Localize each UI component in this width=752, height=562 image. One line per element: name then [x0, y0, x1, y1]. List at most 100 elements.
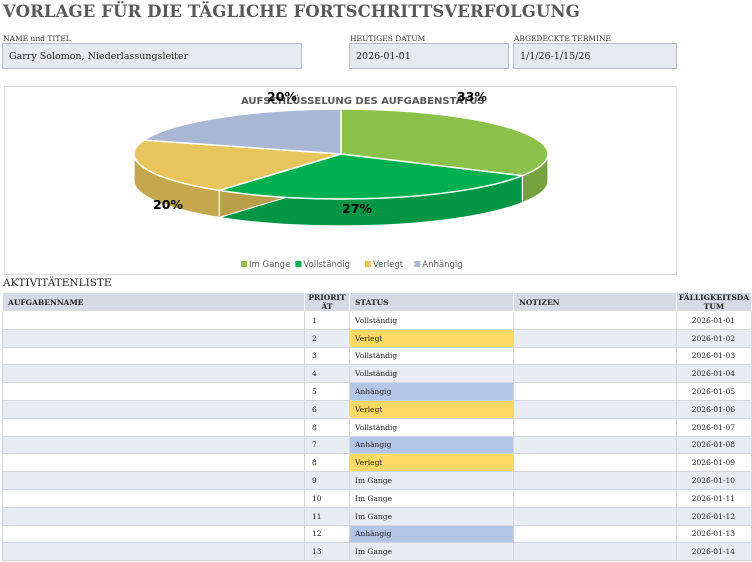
- task-name-cell[interactable]: [2, 364, 305, 384]
- col-header-name[interactable]: AUFGABENNAME: [2, 292, 305, 312]
- table-row: 12 Anhängig 2026-01-13: [2, 524, 752, 544]
- legend-label[interactable]: Verlegt: [373, 260, 404, 270]
- due-date-cell[interactable]: 2026-01-03: [676, 346, 752, 366]
- task-name-cell[interactable]: [2, 453, 305, 473]
- priority-cell[interactable]: 5: [304, 382, 350, 401]
- status-cell[interactable]: Vollständig: [349, 417, 514, 437]
- due-date-cell[interactable]: 2026-01-14: [676, 542, 752, 562]
- task-name-cell[interactable]: [2, 346, 305, 366]
- priority-cell[interactable]: 6: [304, 399, 350, 419]
- col-header-due[interactable]: FÄLLIGKEITSDATUM: [676, 292, 752, 312]
- notes-cell[interactable]: [513, 364, 677, 384]
- status-cell[interactable]: Anhängig: [349, 382, 514, 401]
- due-date-cell[interactable]: 2026-01-01: [676, 311, 752, 330]
- notes-cell[interactable]: [513, 417, 677, 437]
- priority-cell[interactable]: 11: [304, 506, 350, 526]
- priority-cell[interactable]: 10: [304, 488, 350, 508]
- priority-cell[interactable]: 13: [304, 542, 350, 562]
- table-row: 1 Vollständig 2026-01-01: [2, 311, 752, 330]
- status-cell[interactable]: Im Gange: [349, 471, 514, 490]
- due-date-cell[interactable]: 2026-01-07: [676, 417, 752, 437]
- due-date-cell[interactable]: 2026-01-04: [676, 364, 752, 384]
- notes-cell[interactable]: [513, 382, 677, 401]
- pie-tops: [133, 108, 549, 200]
- due-date-cell[interactable]: 2026-01-12: [676, 506, 752, 526]
- pie-slice-verlegt[interactable]: [133, 139, 342, 192]
- status-cell[interactable]: Verlegt: [349, 399, 514, 419]
- data-label-verlegt: 20%: [153, 197, 183, 212]
- priority-cell[interactable]: 7: [304, 435, 350, 455]
- notes-cell[interactable]: [513, 471, 677, 490]
- status-cell[interactable]: Verlegt: [349, 453, 514, 473]
- pie-slice-vollstndig[interactable]: [219, 153, 523, 200]
- col-header-status[interactable]: STATUS: [349, 292, 514, 312]
- range-field[interactable]: 1/1/26-1/15/26: [513, 43, 677, 69]
- due-date-cell[interactable]: 2026-01-13: [676, 524, 752, 544]
- table-row: 4 Vollständig 2026-01-04: [2, 364, 752, 384]
- pie-slice-anhngig[interactable]: [141, 108, 342, 155]
- notes-cell[interactable]: [513, 506, 677, 526]
- status-cell[interactable]: Vollständig: [349, 346, 514, 366]
- priority-cell[interactable]: 12: [304, 524, 350, 544]
- pie-slice-imgange[interactable]: [340, 108, 549, 177]
- task-name-cell[interactable]: [2, 488, 305, 508]
- notes-cell[interactable]: [513, 311, 677, 330]
- name-field[interactable]: Garry Solomon, Niederlassungsleiter: [2, 43, 302, 69]
- task-name-cell[interactable]: [2, 417, 305, 437]
- due-date-cell[interactable]: 2026-01-02: [676, 328, 752, 348]
- due-date-cell[interactable]: 2026-01-06: [676, 399, 752, 419]
- status-cell[interactable]: Verlegt: [349, 328, 514, 348]
- priority-cell[interactable]: 4: [304, 364, 350, 384]
- table-row: 2 Verlegt 2026-01-02: [2, 328, 752, 348]
- priority-cell[interactable]: 1: [304, 311, 350, 330]
- status-cell[interactable]: Anhängig: [349, 435, 514, 455]
- priority-cell[interactable]: 9: [304, 471, 350, 490]
- task-name-cell[interactable]: [2, 311, 305, 330]
- task-name-cell[interactable]: [2, 328, 305, 348]
- notes-cell[interactable]: [513, 453, 677, 473]
- legend-label[interactable]: Vollständig: [303, 260, 350, 270]
- task-name-cell[interactable]: [2, 506, 305, 526]
- status-cell[interactable]: Im Gange: [349, 488, 514, 508]
- priority-cell[interactable]: 8: [304, 417, 350, 437]
- due-date-cell[interactable]: 2026-01-09: [676, 453, 752, 473]
- date-field[interactable]: 2026-01-01: [349, 43, 509, 69]
- table-row: 10 Im Gange 2026-01-11: [2, 488, 752, 508]
- task-name-cell[interactable]: [2, 435, 305, 455]
- col-header-priority[interactable]: PRIORITÄT: [304, 292, 350, 312]
- priority-cell[interactable]: 3: [304, 346, 350, 366]
- task-name-cell[interactable]: [2, 399, 305, 419]
- due-date-cell[interactable]: 2026-01-08: [676, 435, 752, 455]
- notes-cell[interactable]: [513, 542, 677, 562]
- priority-cell[interactable]: 2: [304, 328, 350, 348]
- notes-cell[interactable]: [513, 435, 677, 455]
- notes-cell[interactable]: [513, 346, 677, 366]
- due-date-cell[interactable]: 2026-01-11: [676, 488, 752, 508]
- task-name-cell[interactable]: [2, 382, 305, 401]
- legend-label[interactable]: Anhängig: [422, 260, 462, 270]
- status-cell[interactable]: Anhängig: [349, 524, 514, 544]
- notes-cell[interactable]: [513, 488, 677, 508]
- col-header-notes[interactable]: NOTIZEN: [513, 292, 677, 312]
- notes-cell[interactable]: [513, 399, 677, 419]
- task-name-cell[interactable]: [2, 471, 305, 490]
- table-row: 8 Verlegt 2026-01-09: [2, 453, 752, 473]
- notes-cell[interactable]: [513, 524, 677, 544]
- status-pie-chart[interactable]: AUFSCHLÜSSELUNG DES AUFGABENSTATUS 33% 27%…: [4, 86, 677, 275]
- legend-label[interactable]: Im Gange: [249, 260, 290, 270]
- status-cell[interactable]: Vollständig: [349, 311, 514, 330]
- notes-cell[interactable]: [513, 328, 677, 348]
- table-row: 8 Vollständig 2026-01-07: [2, 417, 752, 437]
- due-date-cell[interactable]: 2026-01-10: [676, 471, 752, 490]
- task-name-cell[interactable]: [2, 542, 305, 562]
- due-date-cell[interactable]: 2026-01-05: [676, 382, 752, 401]
- priority-cell[interactable]: 8: [304, 453, 350, 473]
- status-cell[interactable]: Vollständig: [349, 364, 514, 384]
- data-label-anhngig: 20%: [267, 89, 297, 104]
- data-label-vollstndig: 27%: [342, 201, 372, 216]
- task-name-cell[interactable]: [2, 524, 305, 544]
- table-row: 13 Im Gange 2026-01-14: [2, 542, 752, 562]
- status-cell[interactable]: Im Gange: [349, 542, 514, 562]
- status-cell[interactable]: Im Gange: [349, 506, 514, 526]
